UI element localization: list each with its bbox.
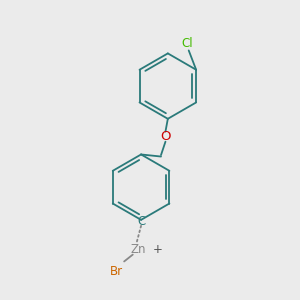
Text: +: +	[152, 243, 162, 256]
Text: Zn: Zn	[131, 243, 146, 256]
Text: O: O	[160, 130, 171, 143]
Text: C: C	[137, 215, 145, 228]
Text: Br: Br	[110, 265, 123, 278]
Text: Cl: Cl	[182, 37, 193, 50]
